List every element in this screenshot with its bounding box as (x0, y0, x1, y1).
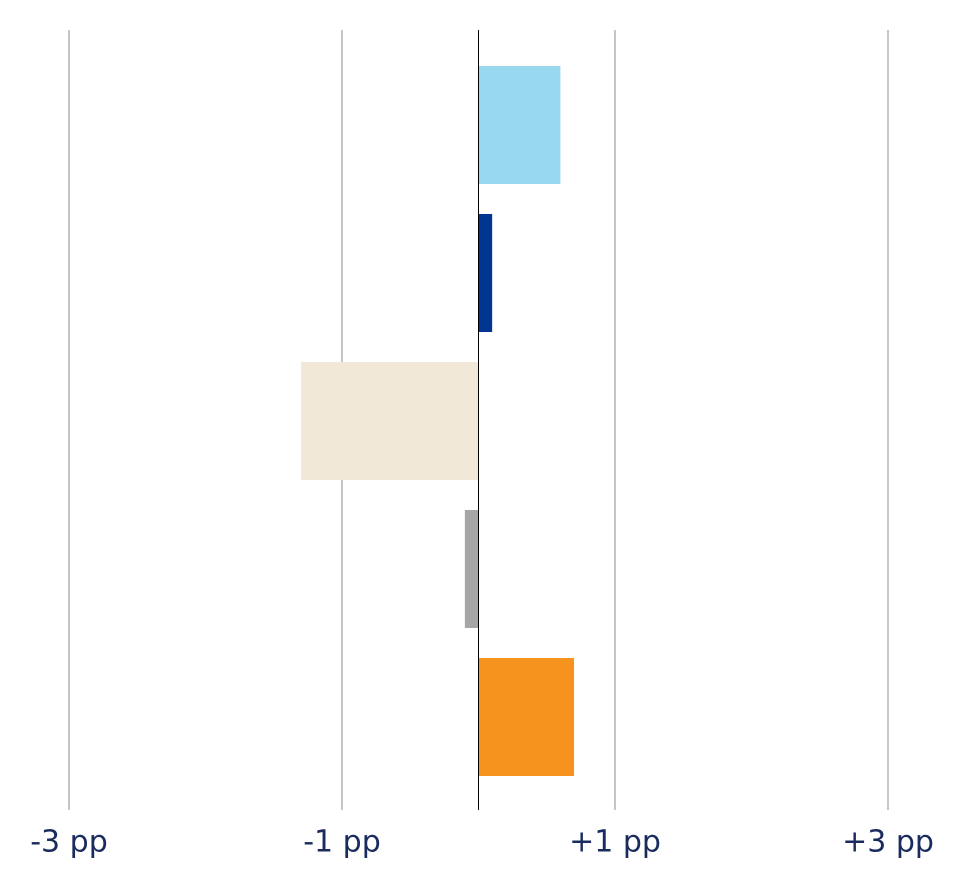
bar (478, 214, 493, 332)
x-tick-label: +3 pp (842, 825, 934, 860)
x-tick-label: +1 pp (569, 825, 661, 860)
bar (464, 510, 479, 628)
bar (301, 362, 479, 480)
bar (478, 66, 561, 184)
x-tick-label: -1 pp (303, 825, 381, 860)
bar (478, 658, 575, 776)
x-tick-label: -3 pp (30, 825, 108, 860)
